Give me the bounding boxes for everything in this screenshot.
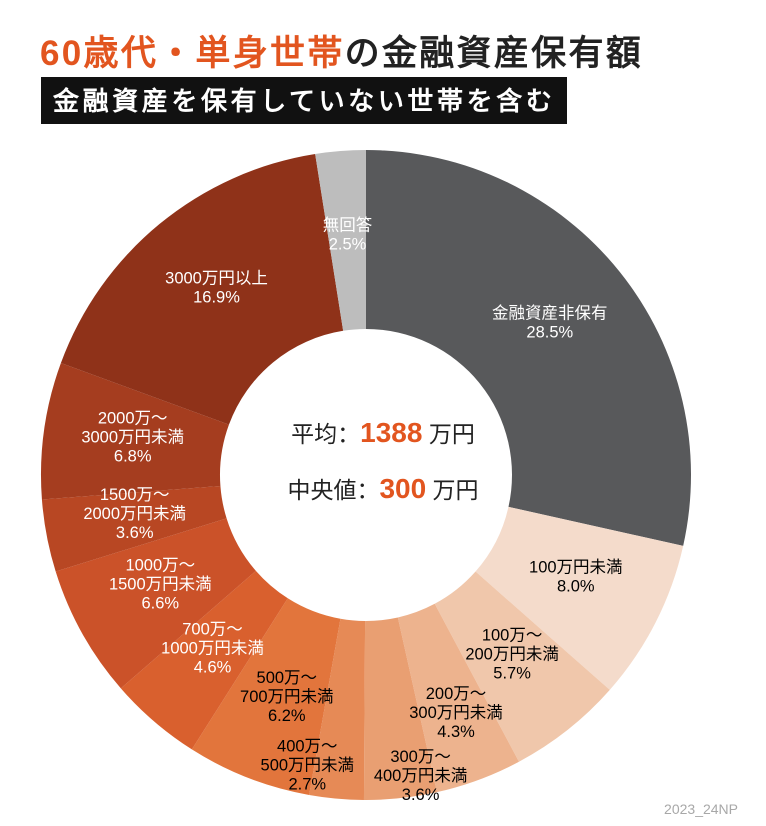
svg-text:無回答2.5%: 無回答 2.5% xyxy=(323,216,373,254)
